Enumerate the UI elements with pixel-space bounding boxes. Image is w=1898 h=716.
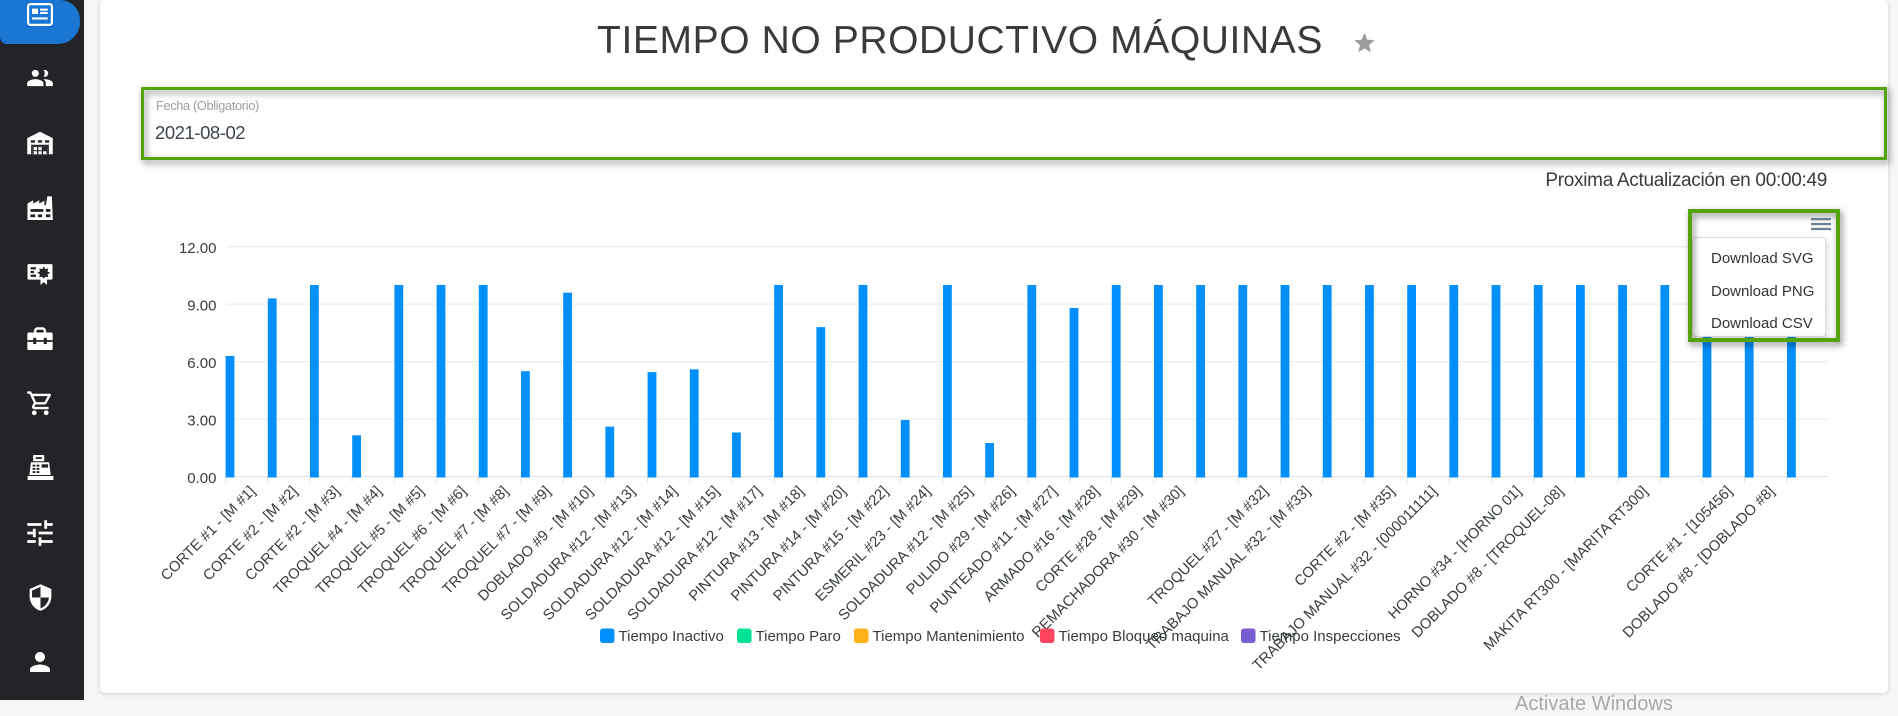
svg-text:Tiempo Mantenimiento: Tiempo Mantenimiento xyxy=(873,628,1025,645)
svg-text:6.00: 6.00 xyxy=(187,355,216,372)
svg-text:Tiempo Inspecciones: Tiempo Inspecciones xyxy=(1260,628,1401,645)
svg-text:Tiempo Inactivo: Tiempo Inactivo xyxy=(619,628,724,645)
svg-text:0.00: 0.00 xyxy=(187,470,216,487)
svg-text:12.00: 12.00 xyxy=(179,240,217,257)
svg-text:DOBLADO #8 - [TROQUEL-08]: DOBLADO #8 - [TROQUEL-08] xyxy=(1409,484,1567,642)
svg-text:Tiempo Bloqueo maquina: Tiempo Bloqueo maquina xyxy=(1059,628,1230,645)
svg-text:Tiempo Paro: Tiempo Paro xyxy=(756,628,841,645)
svg-text:DOBLADO #8 - [DOBLADO #8]: DOBLADO #8 - [DOBLADO #8] xyxy=(1620,484,1778,642)
svg-text:REMACHADORA #30 - [M #30]: REMACHADORA #30 - [M #30] xyxy=(1029,484,1187,642)
svg-text:9.00: 9.00 xyxy=(187,298,216,315)
svg-text:3.00: 3.00 xyxy=(187,413,216,430)
